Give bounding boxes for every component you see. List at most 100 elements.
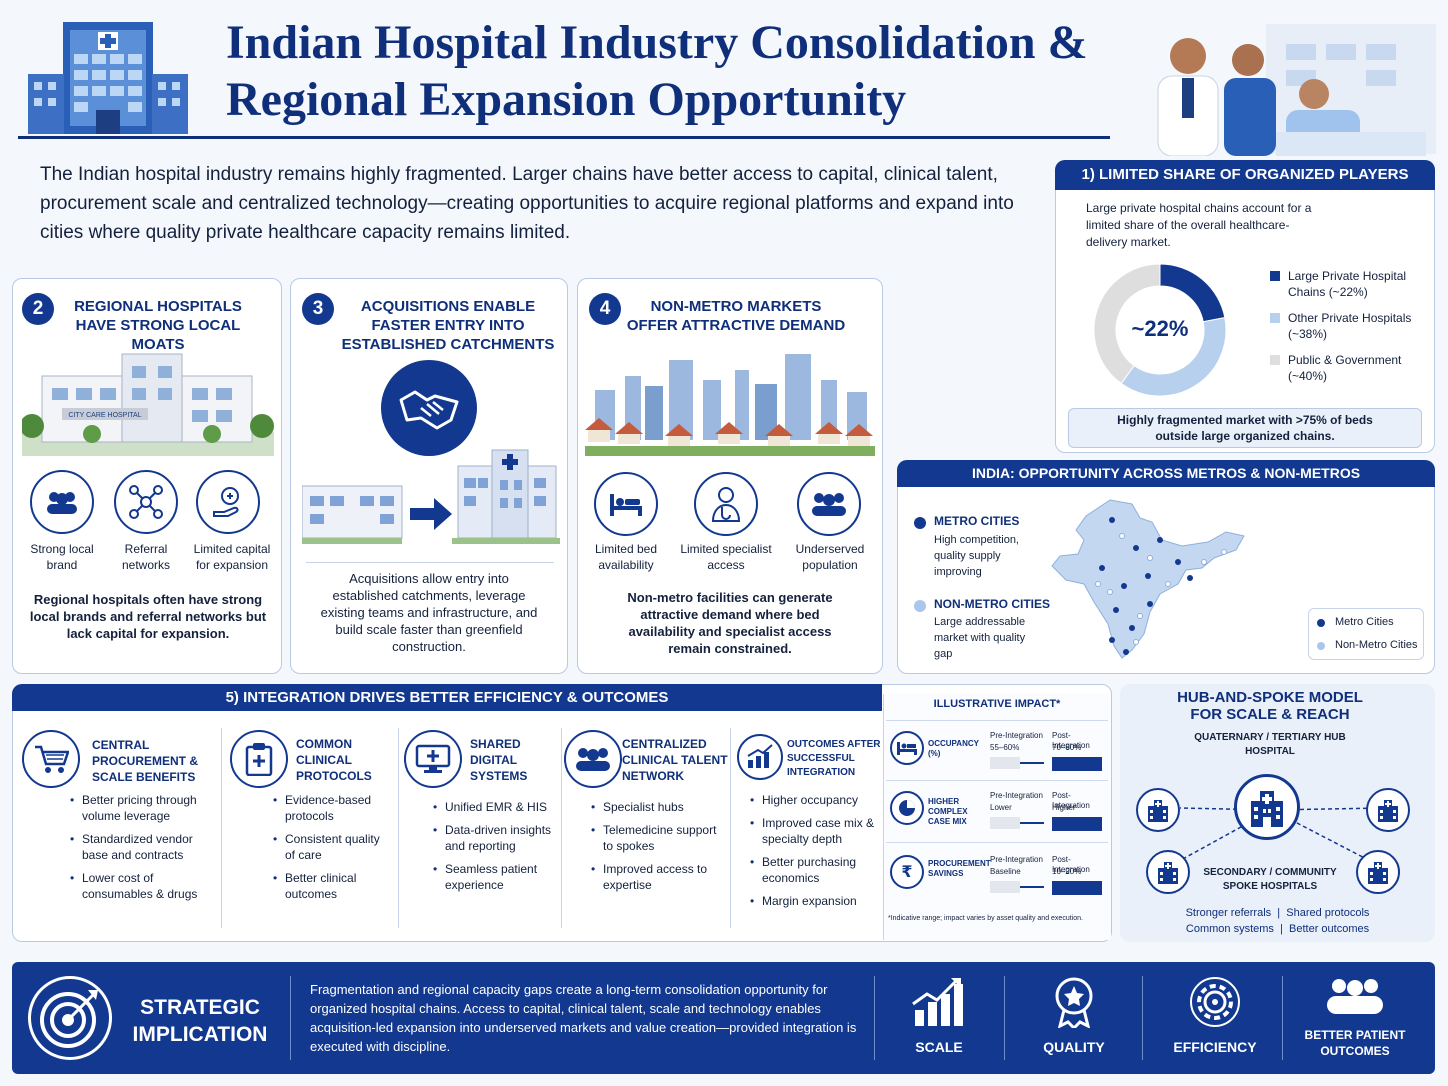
impact-label: HIGHER COMPLEX CASE MIX [928,797,968,826]
hand-plus-icon [196,470,260,534]
section-1-text: Large private hospital chains account fo… [1086,201,1312,249]
column-list: Evidence-based protocols Consistent qual… [273,792,393,909]
pillar-outcomes: BETTER PATIENT OUTCOMES [1290,976,1420,1059]
acquisition-illustration [302,449,560,544]
column-title: CENTRAL PROCUREMENT & SCALE BENEFITS [92,738,199,784]
list-item: Margin expansion [750,893,878,909]
page-title: Indian Hospital Industry Consolidation &… [226,16,1088,126]
pillar-scale: SCALE [884,976,994,1055]
legend-swatch [1270,355,1280,365]
section-1-note: Highly fragmented market with >75% of be… [1068,408,1422,448]
column-divider [398,728,399,928]
people-icon [564,730,622,788]
pre-value: 55–60% [990,743,1020,752]
column-list: Specialist hubs Telemedicine support to … [591,799,727,900]
medal-icon [1055,977,1093,1031]
pillar-quality: QUALITY [1019,976,1129,1055]
benefit: Stronger referrals [1185,907,1272,919]
post-value: 70–80% [1052,743,1082,752]
monitor-icon [404,730,462,788]
column-divider [221,728,222,928]
arrow-icon [1020,762,1044,764]
india-map [1051,499,1245,659]
network-icon [114,470,178,534]
list-item: Higher occupancy [750,792,878,808]
column-divider [730,728,731,928]
strategic-text: Fragmentation and regional capacity gaps… [310,982,857,1054]
section-3-title: ACQUISITIONS ENABLE FASTER ENTRY INTO ES… [341,298,555,353]
section-3-number: 3 [302,293,334,325]
divider [1004,976,1005,1060]
spoke-hospital-icon [1146,850,1190,894]
legend-item: Public & Government (~40%) [1270,352,1430,394]
divider [1142,976,1143,1060]
impact-row: ₹ PROCUREMENT SAVINGS Pre-Integration Ba… [886,842,1108,898]
arrow-icon [1020,886,1044,888]
column-list: Better pricing through volume leverage S… [70,792,210,909]
pre-bar [990,817,1020,829]
post-bar [1052,881,1102,895]
list-item: Evidence-based protocols [273,792,393,824]
section-3-text: Acquisitions allow entry into establishe… [320,571,538,654]
medical-staff-illustration [1157,24,1436,156]
pre-bar [990,757,1020,769]
metro-title: METRO CITIES [934,514,1020,528]
pie-slice [1159,263,1226,323]
hospital-building-illustration [28,22,188,134]
growth-chart-icon [737,734,783,780]
list-item: Consistent quality of care [273,831,393,863]
divider [874,976,875,1060]
clipboard-icon [230,730,288,788]
column-title: COMMON CLINICAL PROTOCOLS [296,737,372,783]
people-icon [797,472,861,536]
pie-slice [1093,263,1161,385]
legend-swatch [1317,642,1325,650]
list-item: Data-driven insights and reporting [433,822,557,854]
hub-label: QUATERNARY / TERTIARY HUB HOSPITAL [1194,732,1346,757]
bed-icon [890,731,924,765]
non-metro-text: Large addressable market with quality ga… [934,616,1026,660]
column-title: SHARED DIGITAL SYSTEMS [470,737,528,783]
legend-swatch [1270,271,1280,281]
bed-icon [594,472,658,536]
list-item: Seamless patient experience [433,861,557,893]
city-skyline-illustration [585,354,875,456]
benefit: Better outcomes [1289,923,1370,935]
section-2-number: 2 [22,293,54,325]
divider [290,976,291,1060]
regional-hospital-illustration: CITY CARE HOSPITAL [22,353,274,456]
cart-icon [22,730,80,788]
list-item: Better clinical outcomes [273,870,393,902]
hospital-sign: CITY CARE HOSPITAL [68,412,141,419]
target-icon [28,976,112,1060]
icon-label: Referral networks [121,542,171,572]
gear-icon [1190,977,1240,1027]
divider [306,562,554,563]
section-1-title: 1) LIMITED SHARE OF ORGANIZED PLAYERS [1055,160,1435,190]
column-divider [561,728,562,928]
list-item: Specialist hubs [591,799,727,815]
section-2-title: REGIONAL HOSPITALS HAVE STRONG LOCAL MOA… [74,298,242,353]
people-icon [30,470,94,534]
metro-dot [914,517,926,529]
list-item: Unified EMR & HIS [433,799,557,815]
list-item: Improved case mix & specialty depth [750,815,878,847]
india-map-title: INDIA: OPPORTUNITY ACROSS METROS & NON-M… [897,460,1435,487]
section-4-number: 4 [589,293,621,325]
arrow-icon [1020,822,1044,824]
icon-label: Limited capital for expansion [193,542,271,572]
intro-text: The Indian hospital industry remains hig… [40,164,1014,243]
map-legend: Metro Cities Non-Metro Cities [1308,608,1424,660]
legend-item: Other Private Hospitals (~38%) [1270,310,1430,352]
title-divider [18,136,1110,139]
pre-bar [990,881,1020,893]
legend-swatch [1270,313,1280,323]
column-title: OUTCOMES AFTER SUCCESSFUL INTEGRATION [787,739,881,778]
hub-title: HUB-AND-SPOKE MODEL FOR SCALE & REACH [1177,689,1363,723]
market-share-pie-chart [1093,263,1227,397]
post-label: Post-Integration [1052,855,1090,874]
metro-text: High competition, quality supply improvi… [934,534,1019,578]
pre-label: Pre-Integration [990,855,1043,864]
list-item: Improved access to expertise [591,861,727,893]
spoke-hospital-icon [1356,850,1400,894]
